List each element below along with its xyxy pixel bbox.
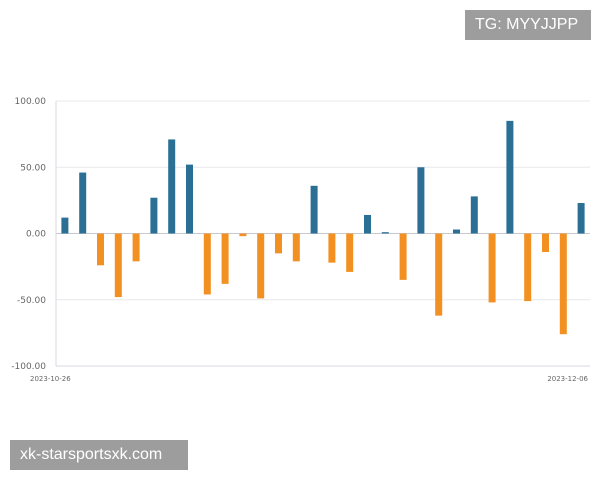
- x-tick-label-start: 2023-10-26: [30, 375, 71, 383]
- bar: [275, 233, 282, 254]
- bar: [168, 139, 176, 234]
- bar: [577, 203, 585, 234]
- bar: [470, 196, 478, 234]
- x-tick-label-end: 2023-12-06: [547, 375, 588, 383]
- bar: [97, 233, 104, 266]
- bar: [417, 167, 425, 234]
- y-tick-label: -100.00: [11, 362, 46, 372]
- bar: [257, 233, 265, 299]
- bar: [453, 229, 460, 234]
- y-tick-label: 50.00: [20, 163, 46, 173]
- bar: [559, 233, 567, 335]
- bar: [346, 233, 354, 272]
- bar: [524, 233, 532, 302]
- bar: [203, 233, 211, 295]
- bar: [79, 172, 87, 234]
- bar: [150, 197, 158, 234]
- bar: [399, 233, 407, 280]
- bar: [114, 233, 122, 298]
- bar: [506, 120, 514, 234]
- y-tick-label: 100.00: [15, 97, 47, 107]
- bar: [132, 233, 140, 262]
- bar: [364, 214, 371, 234]
- bar: [328, 233, 336, 263]
- watermark-top: TG: MYYJJPP: [465, 10, 591, 40]
- bar: [542, 233, 549, 253]
- bar: [239, 233, 247, 237]
- bar: [381, 232, 389, 234]
- bar: [310, 185, 318, 234]
- bar: [435, 233, 443, 316]
- bar: [186, 164, 193, 234]
- bar: [61, 217, 69, 234]
- y-tick-label: 0.00: [26, 230, 46, 240]
- bar: [292, 233, 300, 262]
- bar: [488, 233, 496, 303]
- y-tick-label: -50.00: [17, 296, 46, 306]
- bar: [221, 233, 229, 284]
- watermark-bottom: xk-starsportsxk.com: [10, 440, 188, 470]
